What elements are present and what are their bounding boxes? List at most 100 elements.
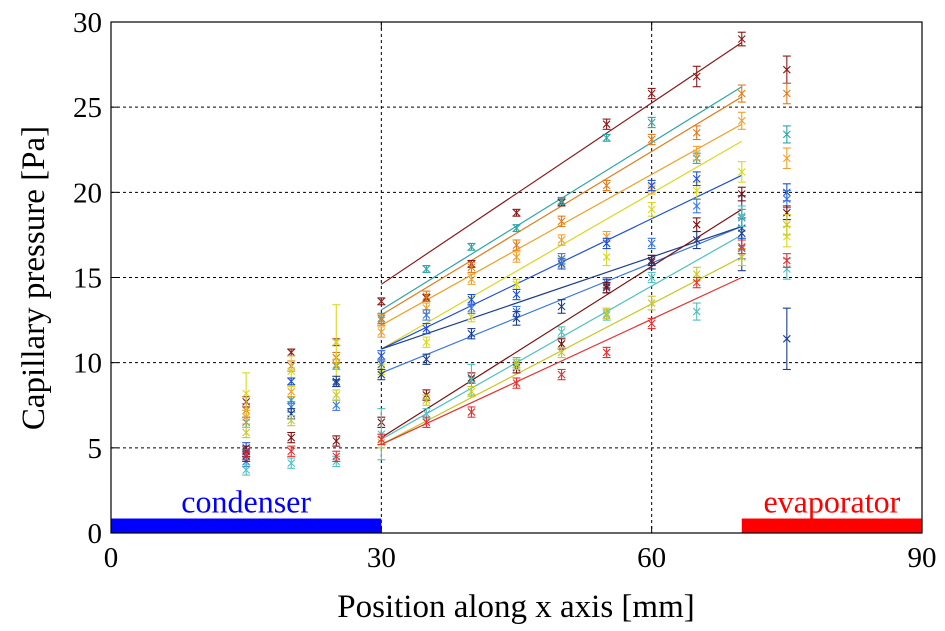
x-marker [782, 195, 791, 204]
x-marker [602, 120, 611, 129]
data-point [782, 253, 791, 268]
x-tick-label: 90 [908, 542, 937, 574]
x-marker [647, 256, 656, 265]
x-marker [692, 72, 701, 81]
data-point [467, 273, 476, 285]
x-marker [242, 413, 251, 422]
x-marker [467, 295, 476, 304]
data-point [422, 394, 431, 406]
x-marker [332, 437, 341, 445]
data-point [692, 65, 701, 88]
data-point [737, 239, 746, 255]
x-marker [602, 309, 611, 318]
x-marker [782, 232, 791, 241]
y-tick-label: 0 [88, 518, 103, 550]
data-point [647, 179, 656, 192]
data-point [782, 190, 791, 209]
x-marker [287, 396, 296, 405]
x-marker [422, 418, 431, 427]
x-marker [467, 275, 476, 284]
x-marker [692, 128, 701, 137]
x-marker [557, 348, 566, 357]
x-marker [602, 348, 611, 357]
data-point [647, 133, 656, 146]
x-marker [287, 403, 296, 411]
data-point [692, 302, 701, 321]
data-point [422, 322, 431, 335]
x-marker [422, 311, 431, 319]
x-marker [737, 89, 746, 98]
data-point [602, 118, 611, 130]
data-point [512, 251, 521, 263]
x-marker [332, 391, 341, 399]
data-point [287, 457, 296, 469]
regions: condenser evaporator [111, 484, 922, 533]
data-point [692, 171, 701, 187]
data-point [602, 237, 611, 250]
x-marker [332, 377, 341, 386]
x-marker [422, 338, 431, 347]
x-marker [737, 168, 746, 176]
x-marker [782, 265, 791, 273]
data-point [557, 196, 566, 205]
data-point [557, 368, 566, 381]
data-point [512, 377, 521, 389]
data-point [377, 368, 386, 381]
data-point [512, 358, 521, 371]
y-tick-label: 25 [73, 92, 102, 124]
data-point [377, 314, 386, 326]
x-marker [287, 459, 296, 468]
data-point [422, 336, 431, 348]
x-tick-label: 60 [637, 542, 666, 574]
data-point [737, 84, 746, 103]
x-marker [737, 229, 746, 238]
x-marker [287, 447, 296, 456]
data-point [422, 265, 431, 273]
data-point [422, 290, 431, 302]
x-marker [512, 379, 521, 387]
x-marker [647, 181, 656, 190]
data-point [602, 307, 611, 319]
data-point [737, 31, 746, 47]
data-point [692, 125, 701, 141]
x-marker [782, 220, 791, 229]
y-tick-label: 20 [73, 177, 102, 209]
data-point [332, 375, 341, 388]
x-marker [692, 307, 701, 316]
x-marker [467, 408, 476, 416]
y-tick-label: 30 [73, 7, 102, 39]
data-point [602, 282, 611, 294]
region-bar [741, 518, 922, 533]
x-marker [467, 312, 476, 321]
series-12 [242, 239, 791, 463]
x-marker [422, 292, 431, 301]
data-point [782, 307, 791, 371]
x-marker [512, 208, 521, 217]
x-marker [467, 375, 476, 384]
data-point [377, 326, 386, 338]
x-marker [467, 263, 476, 272]
x-marker [512, 241, 521, 250]
x-marker [422, 396, 431, 405]
data-point [422, 416, 431, 428]
series-3 [242, 82, 791, 418]
data-point [512, 311, 521, 326]
x-marker [602, 253, 611, 261]
data-point [647, 202, 656, 217]
data-point [557, 253, 566, 265]
data-point [287, 401, 296, 413]
data-point [512, 224, 521, 233]
x-marker [287, 348, 296, 357]
data-point [242, 372, 251, 415]
x-marker [377, 360, 386, 369]
x-marker [557, 217, 566, 226]
data-point [422, 353, 431, 365]
data-point [782, 213, 791, 236]
series-11 [242, 213, 791, 449]
x-marker [782, 65, 791, 74]
x-marker [557, 236, 566, 244]
data-point [647, 116, 656, 129]
x-marker [557, 370, 566, 379]
axis-ticks: 0 5 10 15 20 25 30 0 30 60 90 [73, 7, 937, 574]
